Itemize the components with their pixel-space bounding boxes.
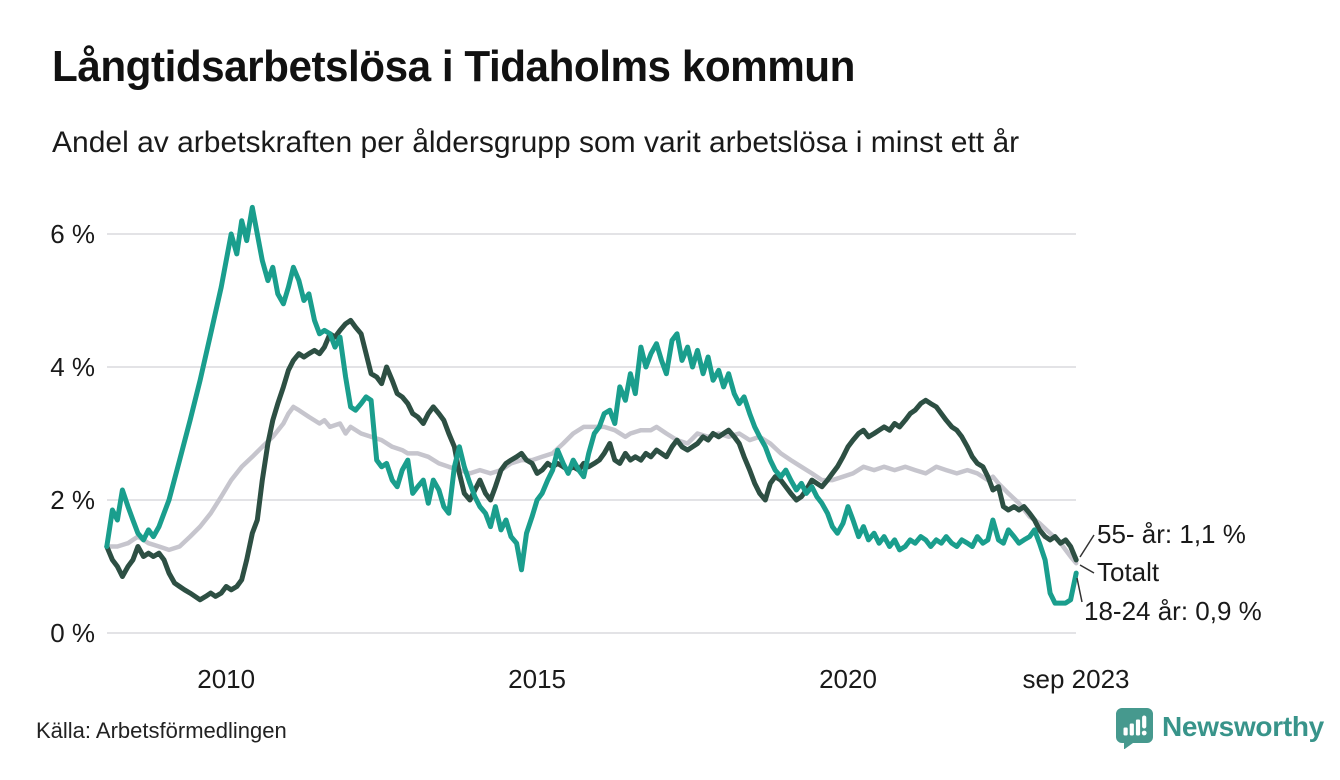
annotation-leader-line-totalt [1079,564,1095,574]
newsworthy-brand-name: Newsworthy [1162,711,1324,742]
newsworthy-chart-bubble-icon [1116,708,1153,754]
annotation-label-totalt: Totalt [1097,557,1160,587]
annotation-leader-line-18-24-ar [1076,577,1083,603]
x-axis-tick-label: 2015 [508,664,566,694]
grid-and-axes: 0 % 2 % 4 % 6 % 2010 2015 2020 sep 2023 [50,219,1129,694]
source-credit: Källa: Arbetsförmedlingen [36,718,287,743]
annotation-label-55-ar: 55- år: 1,1 % [1097,519,1246,549]
annotation-layer: 55- år: 1,1 % Totalt 18-24 år: 0,9 % [1076,519,1262,626]
x-axis-tick-label: sep 2023 [1023,664,1130,694]
annotation-label-18-24-ar: 18-24 år: 0,9 % [1084,596,1262,626]
line-series-18-24-år [104,204,1079,606]
line-series-55-år [104,317,1079,603]
y-axis-tick-label: 0 % [50,618,95,648]
line-series-layer [104,204,1079,606]
annotation-leader-line-55-ar [1079,534,1095,558]
page-title: Långtidsarbetslösa i Tidaholms kommun [52,42,855,91]
y-axis-tick-label: 6 % [50,219,95,249]
x-axis-tick-label: 2010 [197,664,255,694]
y-axis-tick-label: 4 % [50,352,95,382]
line-series-totalt [104,404,1079,566]
x-axis-tick-label: 2020 [819,664,877,694]
y-axis-tick-label: 2 % [50,485,95,515]
page-subtitle: Andel av arbetskraften per åldersgrupp s… [52,126,1020,159]
newsworthy-brand: Newsworthy [1116,708,1324,754]
